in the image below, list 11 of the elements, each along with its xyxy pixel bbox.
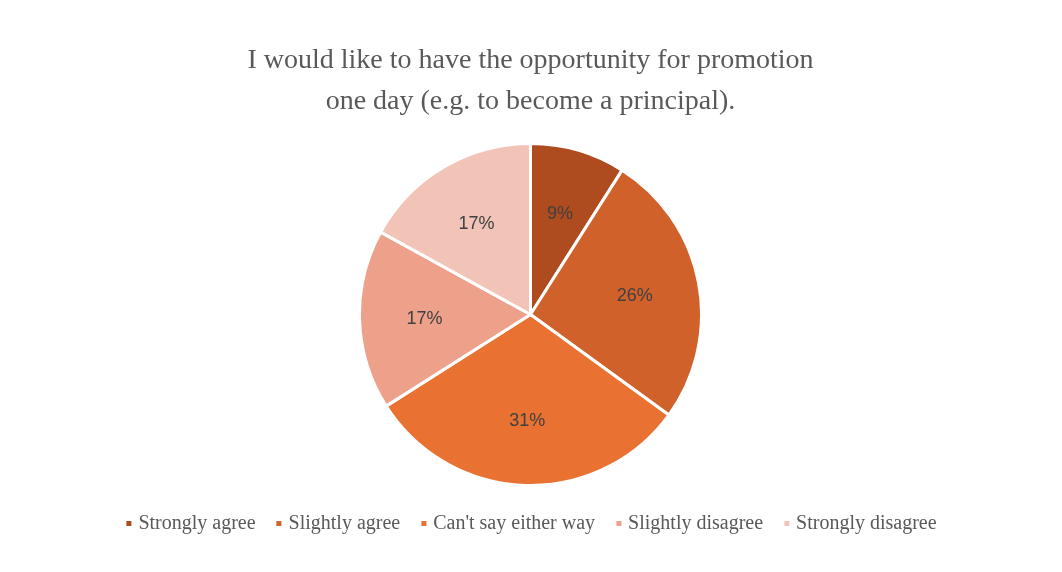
chart-title: I would like to have the opportunity for promotion one day (e.g. to become a principal). bbox=[247, 42, 814, 115]
legend-label: Slightly agree bbox=[288, 511, 401, 534]
data-label: 17% bbox=[458, 213, 495, 234]
legend-label: Can't say either way bbox=[433, 511, 596, 534]
legend-label: Strongly agree bbox=[138, 511, 256, 534]
data-label: 31% bbox=[509, 410, 546, 431]
data-label: 9% bbox=[547, 202, 574, 223]
data-label: 26% bbox=[616, 284, 653, 305]
data-label: 17% bbox=[406, 307, 443, 328]
legend-label: Slightly disagree bbox=[628, 511, 764, 534]
legend-label: Strongly disagree bbox=[796, 511, 937, 534]
